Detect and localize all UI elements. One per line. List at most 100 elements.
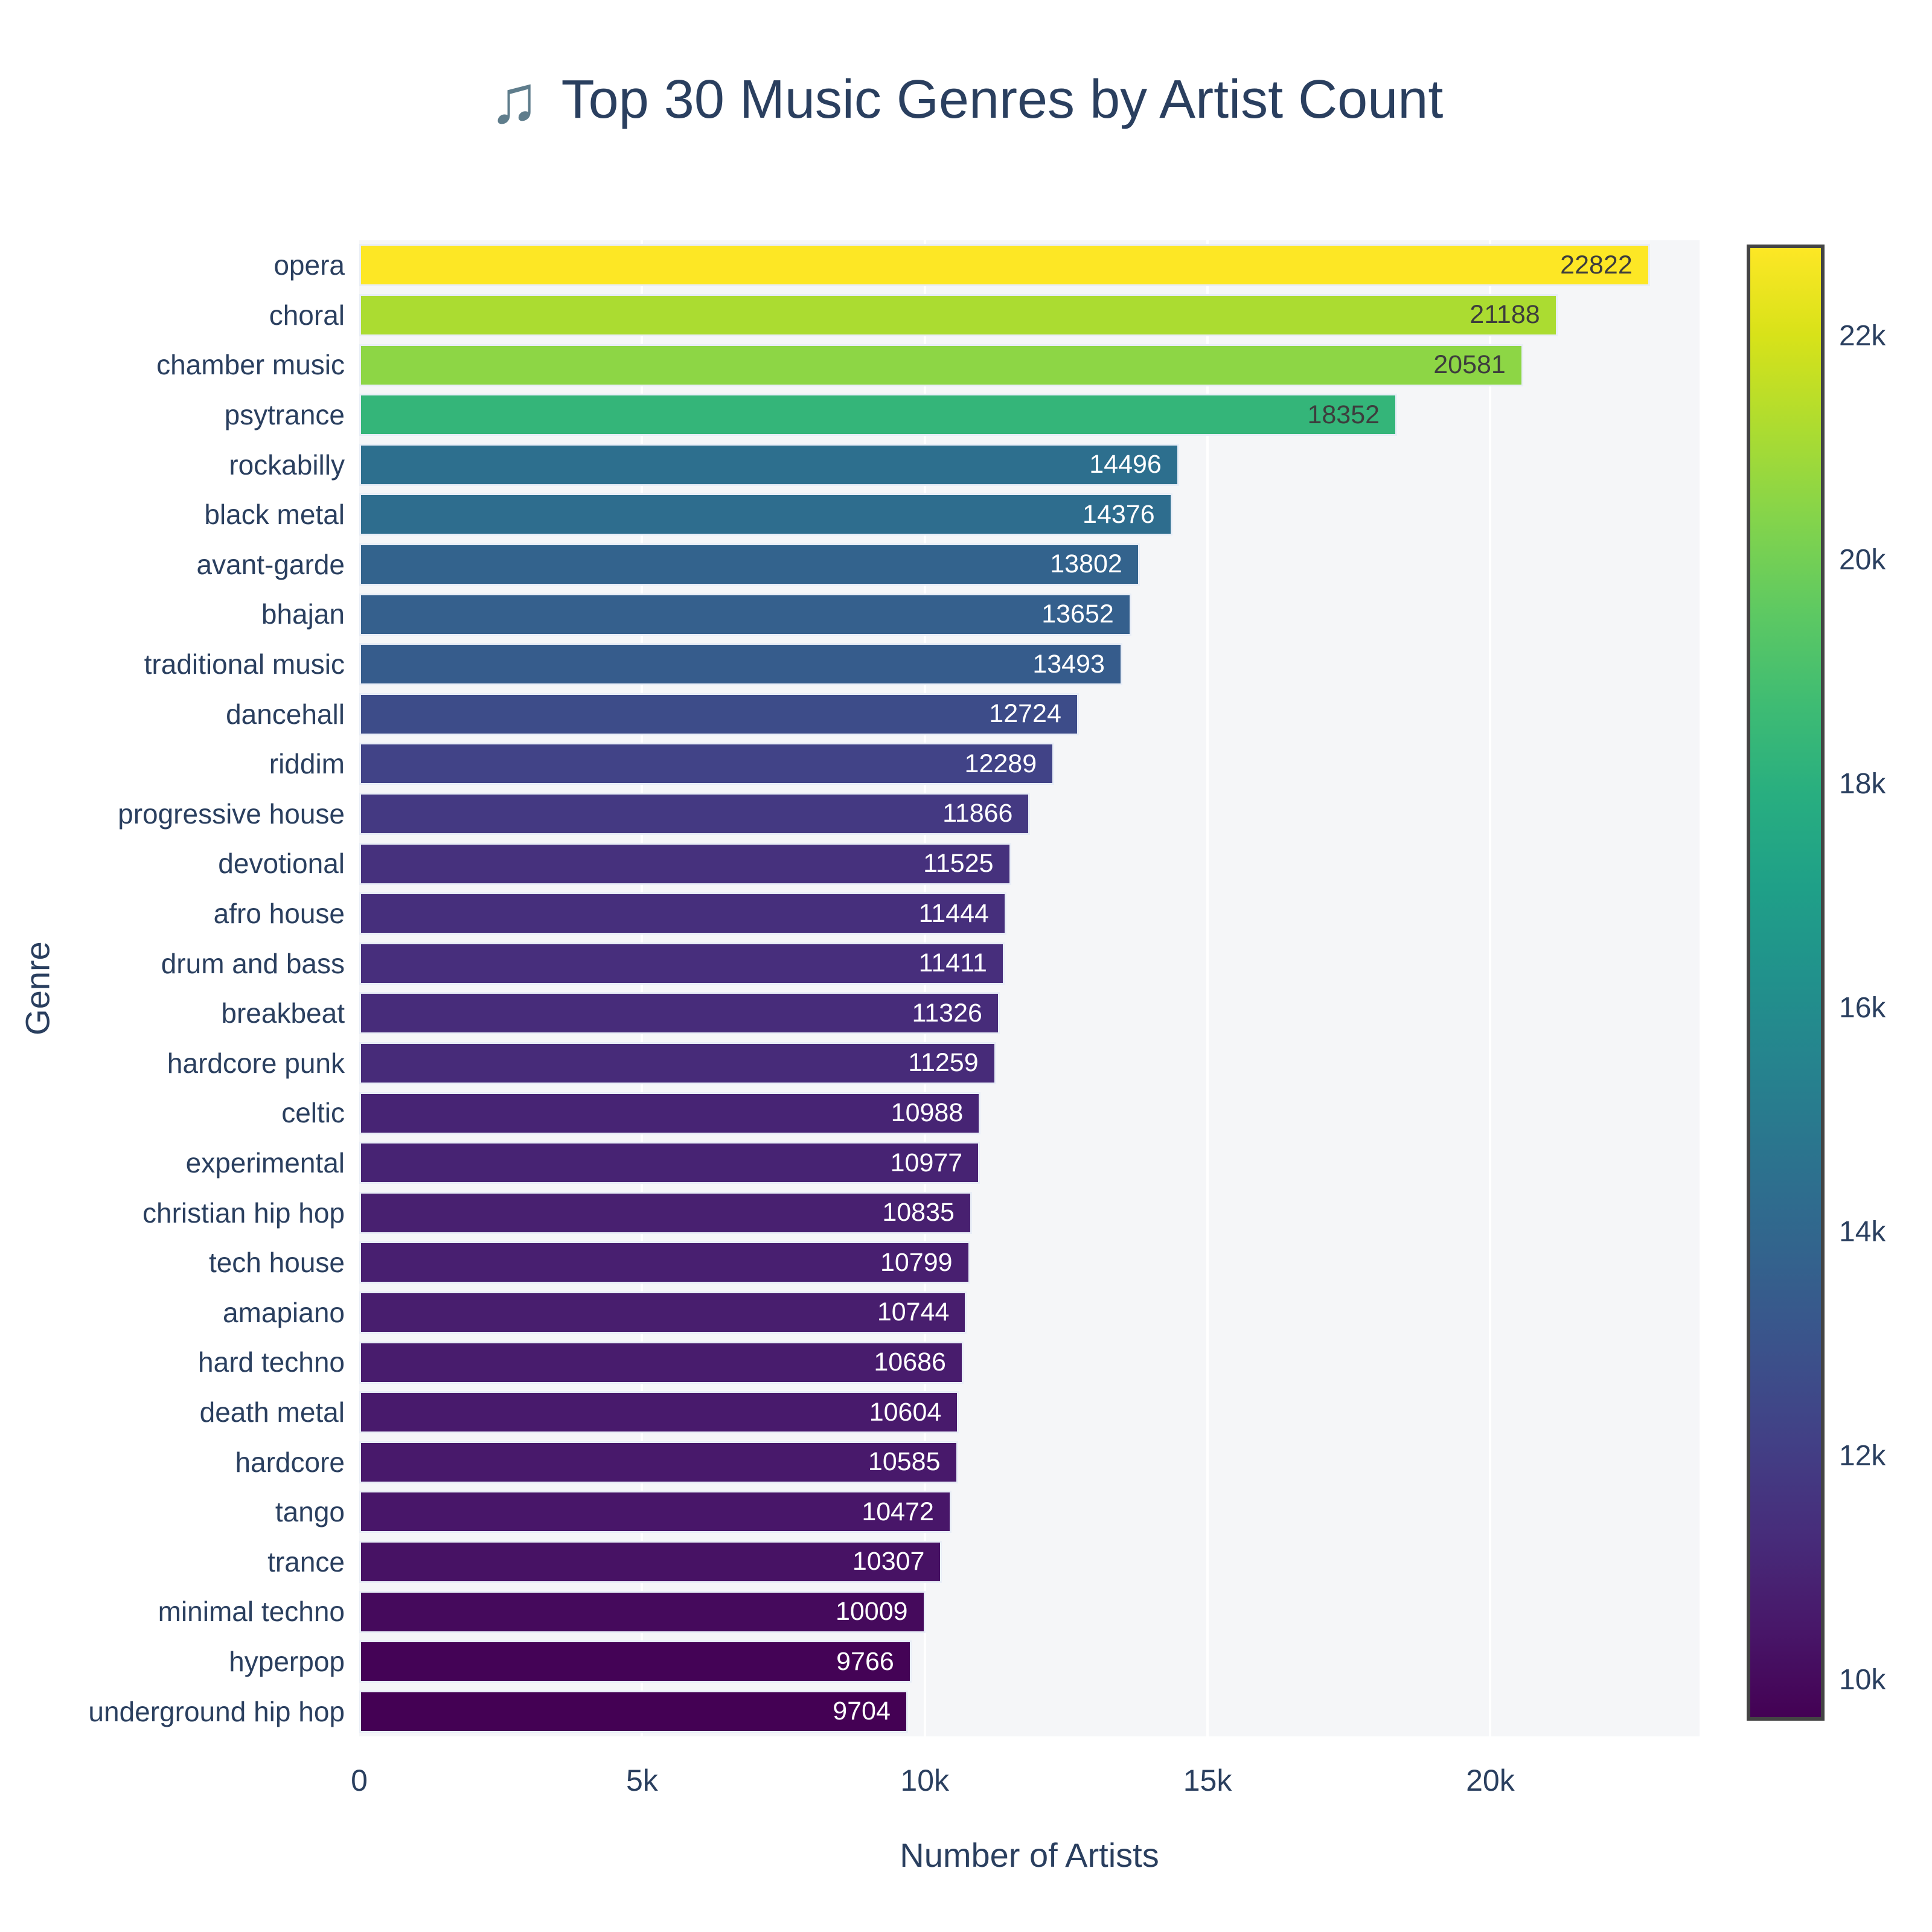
x-tick-label: 15k xyxy=(1183,1764,1232,1797)
y-tick-label: devotional xyxy=(218,848,345,880)
bar-black-metal: 14376 xyxy=(359,493,1172,536)
bar-hard-techno: 10686 xyxy=(359,1341,964,1384)
bar-value-label: 11444 xyxy=(918,898,989,928)
bar-row: 13493 xyxy=(359,643,1700,686)
bar-tech-house: 10799 xyxy=(359,1241,970,1284)
bar-row: 9766 xyxy=(359,1640,1700,1683)
bar-afro-house: 11444 xyxy=(359,892,1006,935)
bar-value-label: 10604 xyxy=(869,1397,942,1427)
y-tick-label: hardcore xyxy=(235,1446,345,1478)
x-tick-label: 5k xyxy=(625,1764,658,1797)
colorbar-tick-label: 18k xyxy=(1839,768,1886,801)
bar-traditional-music: 13493 xyxy=(359,643,1122,686)
bar-row: 10988 xyxy=(359,1092,1700,1134)
y-tick-label: hard techno xyxy=(198,1346,345,1378)
bar-row: 11259 xyxy=(359,1041,1700,1084)
y-tick-label: tech house xyxy=(208,1247,345,1279)
colorbar xyxy=(1747,245,1825,1721)
y-tick-label: bhajan xyxy=(261,598,345,630)
bar-celtic: 10988 xyxy=(359,1092,981,1134)
bar-dancehall: 12724 xyxy=(359,693,1079,735)
bar-amapiano: 10744 xyxy=(359,1291,967,1334)
gridline xyxy=(923,240,926,1736)
bar-value-label: 9766 xyxy=(836,1646,894,1676)
gridline xyxy=(641,240,644,1736)
bar-value-label: 18352 xyxy=(1307,400,1380,429)
y-tick-label: black metal xyxy=(204,499,345,531)
bar-row: 13652 xyxy=(359,593,1700,636)
bar-value-label: 9704 xyxy=(833,1697,891,1726)
bar-row: 11866 xyxy=(359,792,1700,835)
bar-value-label: 10686 xyxy=(874,1348,946,1377)
bar-row: 22822 xyxy=(359,244,1700,287)
y-tick-label: tango xyxy=(275,1496,345,1528)
bar-row: 11411 xyxy=(359,942,1700,985)
bar-row: 12724 xyxy=(359,693,1700,735)
gridline xyxy=(1489,240,1492,1736)
bar-value-label: 12289 xyxy=(964,749,1037,778)
colorbar-tick-label: 20k xyxy=(1839,544,1886,577)
y-tick-label: dancehall xyxy=(226,698,345,730)
bar-avant-garde: 13802 xyxy=(359,543,1140,586)
chart-title-text: Top 30 Music Genres by Artist Count xyxy=(561,69,1444,130)
bar-trance: 10307 xyxy=(359,1540,942,1583)
bar-row: 21188 xyxy=(359,293,1700,336)
x-axis-title: Number of Artists xyxy=(900,1836,1159,1874)
bar-hyperpop: 9766 xyxy=(359,1640,912,1683)
bar-riddim: 12289 xyxy=(359,743,1055,785)
gridline xyxy=(1206,240,1209,1736)
bar-row: 13802 xyxy=(359,543,1700,586)
bar-value-label: 11259 xyxy=(908,1048,979,1078)
bar-value-label: 22822 xyxy=(1560,250,1633,280)
y-tick-label: choral xyxy=(269,299,345,331)
bar-value-label: 20581 xyxy=(1433,350,1506,379)
y-tick-label: avant-garde xyxy=(196,548,345,580)
bar-row: 10604 xyxy=(359,1391,1700,1434)
bar-chamber-music: 20581 xyxy=(359,344,1523,386)
y-tick-label: hardcore punk xyxy=(167,1047,345,1079)
bar-value-label: 10744 xyxy=(877,1297,950,1327)
bar-value-label: 11411 xyxy=(918,948,987,978)
bar-bhajan: 13652 xyxy=(359,593,1131,636)
bar-value-label: 21188 xyxy=(1470,300,1540,330)
bar-value-label: 10799 xyxy=(880,1247,953,1277)
bar-row: 10686 xyxy=(359,1341,1700,1384)
colorbar-tick-label: 10k xyxy=(1839,1664,1886,1697)
bar-row: 9704 xyxy=(359,1690,1700,1733)
y-tick-label: chamber music xyxy=(156,349,345,381)
bar-devotional: 11525 xyxy=(359,842,1011,885)
y-tick-label: drum and bass xyxy=(161,947,345,979)
bar-underground-hip-hop: 9704 xyxy=(359,1690,908,1733)
bar-row: 20581 xyxy=(359,344,1700,386)
y-tick-label: underground hip hop xyxy=(88,1695,345,1727)
bar-drum-and-bass: 11411 xyxy=(359,942,1005,985)
bar-value-label: 10977 xyxy=(890,1148,963,1177)
y-tick-label: afro house xyxy=(213,898,345,930)
y-tick-label: trance xyxy=(267,1546,345,1578)
bar-progressive-house: 11866 xyxy=(359,792,1031,835)
bar-hardcore-punk: 11259 xyxy=(359,1041,996,1084)
bar-minimal-techno: 10009 xyxy=(359,1590,926,1633)
bar-value-label: 10009 xyxy=(835,1597,908,1626)
bar-row: 10799 xyxy=(359,1241,1700,1284)
bar-value-label: 11326 xyxy=(912,998,982,1028)
bar-row: 14496 xyxy=(359,443,1700,486)
bar-tango: 10472 xyxy=(359,1491,952,1534)
y-tick-label: breakbeat xyxy=(221,997,345,1029)
bar-death-metal: 10604 xyxy=(359,1391,959,1434)
y-tick-label: psytrance xyxy=(224,399,345,431)
bar-value-label: 10835 xyxy=(882,1198,955,1227)
bar-value-label: 10307 xyxy=(852,1547,925,1576)
music-note-icon: ♫ xyxy=(488,62,540,137)
bar-row: 10585 xyxy=(359,1441,1700,1483)
y-tick-label: christian hip hop xyxy=(142,1197,345,1229)
bar-row: 12289 xyxy=(359,743,1700,785)
bar-choral: 21188 xyxy=(359,293,1558,336)
bar-row: 10835 xyxy=(359,1191,1700,1234)
y-tick-label: riddim xyxy=(269,748,345,780)
bar-row: 11444 xyxy=(359,892,1700,935)
bar-value-label: 10988 xyxy=(891,1098,964,1127)
y-tick-label: amapiano xyxy=(222,1296,345,1328)
bar-christian-hip-hop: 10835 xyxy=(359,1191,972,1234)
bar-row: 14376 xyxy=(359,493,1700,536)
